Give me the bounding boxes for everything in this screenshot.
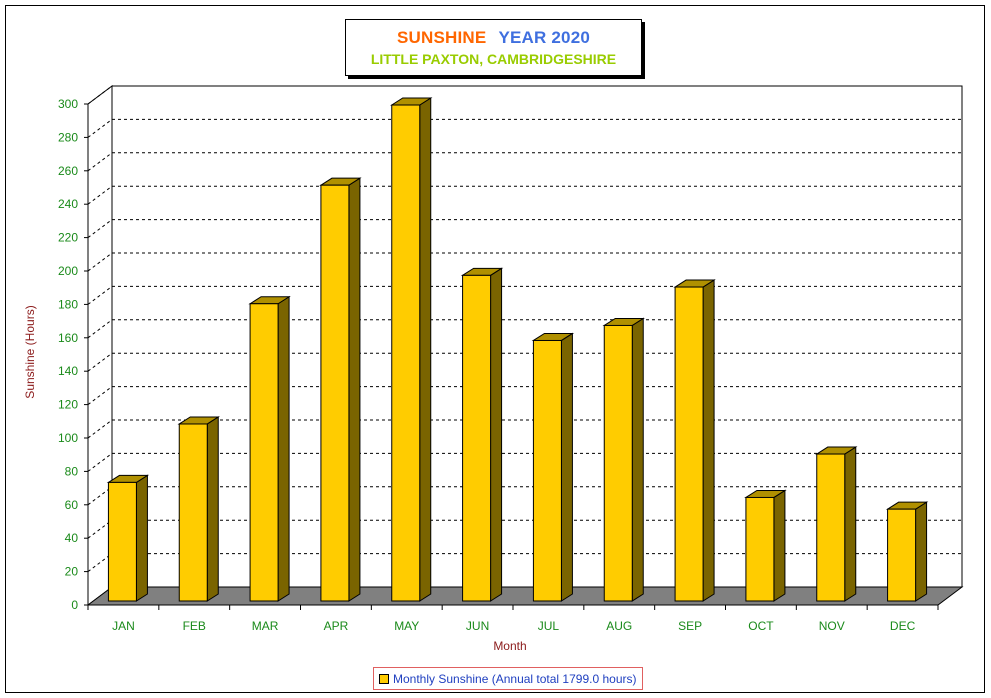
y-tick-label: 140	[58, 364, 78, 378]
chart-title: SUNSHINE	[396, 28, 487, 47]
legend-swatch	[379, 673, 389, 684]
bar-front	[674, 286, 704, 602]
bar-front	[532, 339, 562, 602]
bar-front	[745, 496, 775, 602]
bar-side	[915, 501, 928, 602]
bar-feb	[177, 416, 220, 602]
y-tick-label: 180	[58, 297, 78, 311]
gridline-depth	[87, 285, 113, 305]
x-tick-label: JAN	[112, 619, 135, 633]
y-tick-label: 40	[65, 531, 79, 545]
y-tick-label: 160	[58, 331, 78, 345]
bar-aug	[602, 317, 645, 602]
legend-label: Monthly Sunshine (Annual total 1799.0 ho…	[393, 671, 637, 686]
gridline-depth	[87, 152, 113, 172]
gridline-depth	[87, 252, 113, 272]
bar-side	[135, 474, 148, 602]
y-tick-label: 200	[58, 264, 78, 278]
y-tick-label: 240	[58, 197, 78, 211]
bar-front	[107, 481, 137, 602]
gridline-depth	[87, 185, 113, 205]
x-axis-title: Month	[493, 639, 526, 653]
bar-front	[391, 104, 421, 602]
bar-jul	[531, 332, 575, 602]
y-tick-label: 220	[58, 231, 78, 245]
bar-nov	[815, 446, 858, 602]
gridline-depth	[87, 85, 113, 105]
bar-side	[419, 97, 432, 602]
gridline-depth	[87, 352, 113, 372]
bar-side	[348, 177, 361, 602]
y-tick-label: 0	[71, 598, 78, 612]
y-tick-label: 100	[58, 431, 78, 445]
y-tick-label: 300	[58, 97, 78, 111]
x-tick-label: AUG	[606, 619, 632, 633]
bar-side	[773, 489, 786, 602]
x-tick-label: FEB	[183, 619, 206, 633]
bar-apr	[319, 177, 362, 602]
bar-side	[277, 295, 290, 602]
y-axis-ticks: 0 20 40 60 80 100 120 140 160 180 200 220 240 260 280 3…	[58, 97, 88, 612]
gridline-depth	[87, 119, 113, 138]
bar-side	[844, 446, 857, 602]
y-tick-label: 280	[58, 130, 78, 144]
y-tick-label: 120	[58, 398, 78, 412]
chart-subtitle: LITTLE PAXTON, CAMBRIDGESHIRE	[370, 51, 617, 67]
bar-front	[320, 184, 350, 602]
x-axis-ticks: JAN FEB MAR APR MAY JUN JUL AUG SEP OCT NOV DEC	[87, 605, 939, 633]
x-tick-label: SEP	[678, 619, 702, 633]
y-axis-title: Sunshine (Hours)	[23, 305, 37, 398]
bar-front	[603, 324, 633, 602]
bar-oct	[744, 489, 787, 602]
bar-dec	[885, 501, 929, 602]
x-tick-label: MAY	[394, 619, 419, 633]
bar-front	[887, 508, 917, 602]
x-tick-label: JUN	[466, 619, 489, 633]
bar-side	[560, 332, 573, 602]
bar-side	[490, 267, 503, 602]
chart-title-box: SUNSHINE YEAR 2020 LITTLE PAXTON, CAMBRID…	[345, 19, 642, 76]
x-tick-label: APR	[324, 619, 349, 633]
bar-front	[462, 274, 492, 602]
x-tick-label: DEC	[890, 619, 916, 633]
gridline-depth	[87, 452, 113, 472]
y-tick-label: 60	[65, 498, 79, 512]
gridline-depth	[87, 319, 113, 339]
bar-side	[702, 279, 715, 602]
bar-mar	[248, 295, 291, 602]
y-tick-label: 20	[65, 565, 79, 579]
x-tick-label: JUL	[538, 619, 560, 633]
bar-jun	[460, 267, 504, 602]
bar-side	[631, 317, 644, 602]
gridline-depth	[87, 419, 113, 439]
x-tick-label: NOV	[819, 619, 845, 633]
bar-sep	[673, 279, 716, 602]
bar-front	[178, 423, 208, 602]
bar-front	[816, 453, 846, 602]
bars	[106, 97, 929, 602]
y-tick-label: 260	[58, 164, 78, 178]
legend: Monthly Sunshine (Annual total 1799.0 ho…	[373, 667, 643, 690]
y-tick-label: 80	[65, 464, 79, 478]
chart-year: YEAR 2020	[498, 28, 591, 47]
bar-may	[390, 97, 433, 602]
bar-side	[206, 416, 219, 602]
bar-front	[249, 303, 279, 602]
bar-jan	[106, 474, 150, 602]
gridline-depth	[87, 219, 113, 239]
x-tick-label: MAR	[252, 619, 279, 633]
gridline-depth	[87, 386, 113, 406]
x-tick-label: OCT	[748, 619, 774, 633]
